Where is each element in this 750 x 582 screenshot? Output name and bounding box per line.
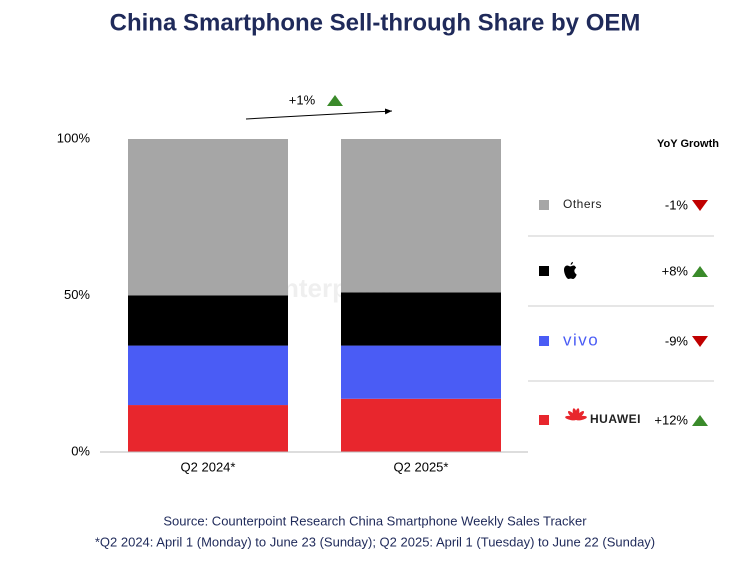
yoy-label: +12%: [654, 412, 688, 427]
legend-title: YoY Growth: [657, 138, 719, 150]
up-triangle: [692, 415, 708, 426]
bar-segment: [341, 292, 501, 346]
legend-icons: [564, 261, 587, 421]
annotation-text: +1%: [289, 92, 316, 107]
legend-swatch: [539, 200, 549, 210]
note: *Q2 2024: April 1 (Monday) to June 23 (S…: [95, 534, 655, 549]
legend-label: vivo: [563, 330, 599, 349]
bar-segment: [128, 345, 288, 406]
bar-segment: [128, 139, 288, 296]
bar-segment: [128, 295, 288, 346]
up-triangle: [692, 266, 708, 277]
trend-arrow: [245, 108, 393, 120]
legend-swatch: [539, 266, 549, 276]
x-tick-label: Q2 2024*: [181, 459, 236, 474]
bar-segment: [341, 139, 501, 293]
yoy-label: -9%: [665, 333, 689, 348]
legend-swatch: [539, 415, 549, 425]
chart-title: China Smartphone Sell-through Share by O…: [110, 9, 641, 36]
source: Source: Counterpoint Research China Smar…: [163, 513, 587, 528]
up-triangle: [327, 95, 343, 106]
yoy-label: -1%: [665, 197, 689, 212]
y-tick-label: 50%: [64, 287, 90, 302]
legend-label: HUAWEI: [590, 412, 641, 426]
huawei-logo: [565, 408, 587, 421]
annotation: +1%: [245, 92, 393, 120]
apple-logo: [564, 261, 577, 279]
bar-segment: [341, 398, 501, 452]
legend-label: Others: [563, 197, 602, 211]
down-triangle: [692, 200, 708, 211]
x-tick-label: Q2 2025*: [394, 459, 449, 474]
bar-segment: [341, 345, 501, 399]
y-tick-label: 0%: [71, 443, 90, 458]
y-tick-label: 100%: [57, 130, 91, 145]
bar-segment: [128, 405, 288, 452]
yoy-label: +8%: [662, 263, 689, 278]
legend-swatch: [539, 336, 549, 346]
down-triangle: [692, 336, 708, 347]
